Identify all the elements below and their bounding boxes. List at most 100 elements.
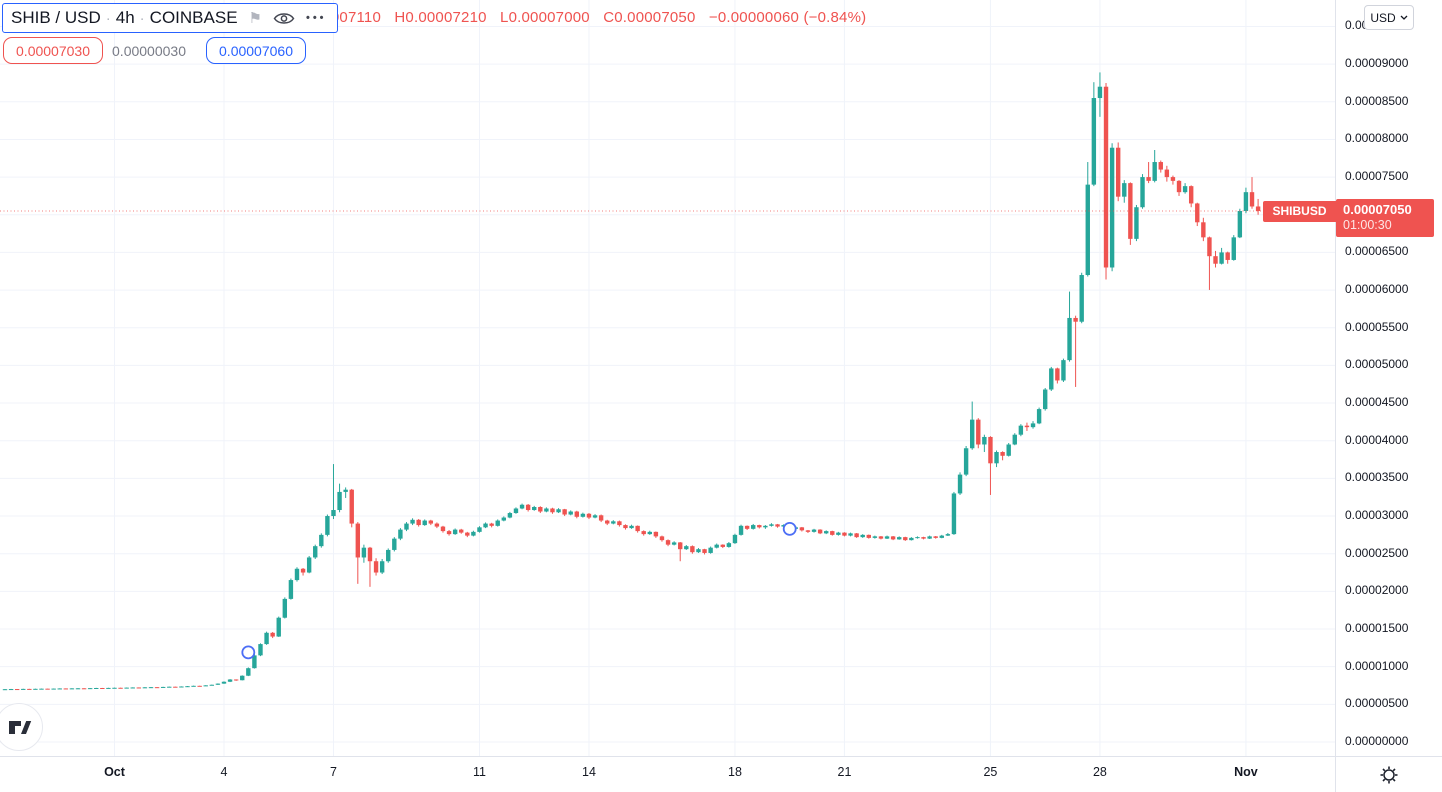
candle-body [592,515,598,518]
candle-body [647,531,652,535]
candle-body [544,508,549,512]
time-axis-label: 28 [1092,765,1107,779]
event-marker-circle[interactable] [241,645,256,660]
candle-body [556,509,561,513]
candle-body [1000,452,1005,456]
candle-body [276,617,281,637]
candle-body [890,536,896,540]
last-price-axis-label: 0.00007050 01:00:30 [1336,198,1434,237]
candle-body [1158,162,1163,170]
candle-body [1140,177,1145,208]
candle-body [963,448,969,475]
candle-body [848,533,853,536]
candle-body [452,529,458,535]
candle-body [1219,252,1224,264]
candle-body [373,561,379,573]
candle-body [167,686,172,688]
buy-price-button[interactable]: 0.00007060 [206,37,306,64]
time-axis-label: 4 [220,765,228,779]
candle-body [775,524,780,527]
candle-body [355,523,361,558]
candle-body [1182,186,1188,193]
candle-body [379,561,385,573]
candle-body [300,568,306,573]
symbol-legend[interactable]: SHIB / USD · 4h · COINBASE ⚑ ••• [2,3,338,33]
candle-body [1073,317,1078,322]
candle-body [726,543,732,547]
candle-body [270,632,275,637]
candle-body [1188,186,1194,204]
price-axis-label: 0.00001500 [1345,621,1409,636]
event-marker-circle[interactable] [782,521,797,536]
candle-body [994,452,999,464]
candle-body [1079,275,1084,322]
more-options-icon[interactable]: ••• [305,12,327,24]
bar-countdown: 01:00:30 [1343,217,1392,232]
candle-body [982,436,987,445]
interval-label[interactable]: 4h [115,8,135,27]
candle-body [586,513,592,518]
candle-body [1195,203,1200,223]
candle-body [1231,237,1236,260]
flag-icon[interactable]: ⚑ [248,9,262,27]
candle-body [1249,192,1255,207]
currency-dropdown[interactable]: USD [1364,5,1414,30]
price-axis-label: 0.00008000 [1345,131,1409,146]
candle-body [325,516,330,535]
candle-body [191,685,196,687]
price-axis-label: 0.00005500 [1345,319,1409,334]
price-axis-label: 0.00007500 [1345,169,1409,184]
symbol-name[interactable]: SHIB / USD [11,8,101,27]
candles [2,72,1261,691]
candle-body [1176,180,1182,193]
tradingview-logo[interactable] [0,703,43,751]
candle-body [574,511,580,517]
candle-body [763,525,768,528]
candle-body [623,525,628,529]
time-axis[interactable]: Oct 4 7 11 14 18 21 25 28 Nov [0,756,1442,792]
time-axis-label: 14 [582,765,596,779]
ohlc-high: H0.00007210 [394,9,487,26]
candle-body [87,688,93,690]
price-axis[interactable]: 0.000095000.000090000.000085000.00008000… [1335,0,1442,756]
sell-price-button[interactable]: 0.00007030 [3,37,103,64]
axis-settings-corner[interactable] [1335,756,1442,792]
eye-icon[interactable] [273,11,295,26]
candlestick-chart[interactable] [0,0,1335,756]
candle-body [1018,425,1024,435]
gear-icon[interactable] [1379,765,1399,785]
candle-body [738,525,744,535]
candle-body [252,655,257,669]
price-axis-label: 0.00000500 [1345,696,1409,711]
price-axis-label: 0.00003000 [1345,508,1409,523]
candle-body [1012,434,1017,445]
candle-body [313,546,318,558]
candle-body [860,534,865,538]
time-axis-label: 18 [728,765,742,779]
candle-body [951,493,957,535]
candle-body [1152,162,1157,181]
candle-body [884,536,890,539]
candle-body [233,679,239,681]
candle-body [106,687,111,689]
candle-body [483,523,488,528]
candle-body [525,504,531,511]
exchange-label: COINBASE [149,8,238,27]
candle-body [185,686,190,688]
candle-body [617,521,622,526]
candle-body [367,547,373,562]
candle-body [1109,147,1115,268]
candle-body [1036,409,1042,424]
candle-body [489,523,494,526]
candle-body [702,549,707,553]
candle-body [732,534,738,544]
candle-body [434,523,440,527]
time-axis-label: Oct [104,765,125,779]
candle-body [294,568,300,581]
candle-body [288,580,294,599]
candle-body [14,689,20,691]
candle-body [945,534,951,536]
candle-body [319,534,324,547]
candle-body [197,685,202,687]
candle-body [611,521,616,524]
